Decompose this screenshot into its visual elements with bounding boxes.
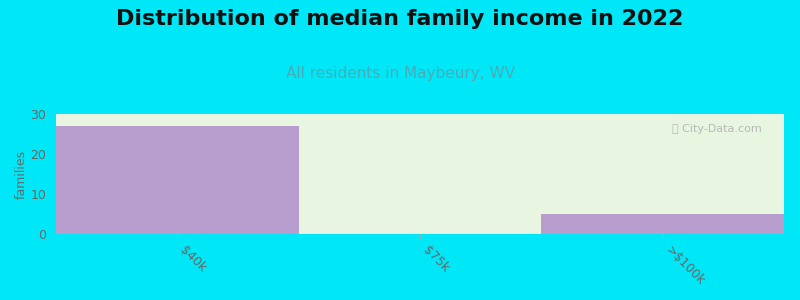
Y-axis label: families: families bbox=[14, 149, 28, 199]
Text: Distribution of median family income in 2022: Distribution of median family income in … bbox=[116, 9, 684, 29]
Bar bbox=[542, 214, 784, 234]
Text: Ⓢ City-Data.com: Ⓢ City-Data.com bbox=[673, 124, 762, 134]
Bar bbox=[56, 114, 298, 234]
Bar bbox=[298, 114, 542, 234]
Bar bbox=[542, 114, 784, 234]
Bar bbox=[56, 126, 298, 234]
Text: All residents in Maybeury, WV: All residents in Maybeury, WV bbox=[286, 66, 514, 81]
